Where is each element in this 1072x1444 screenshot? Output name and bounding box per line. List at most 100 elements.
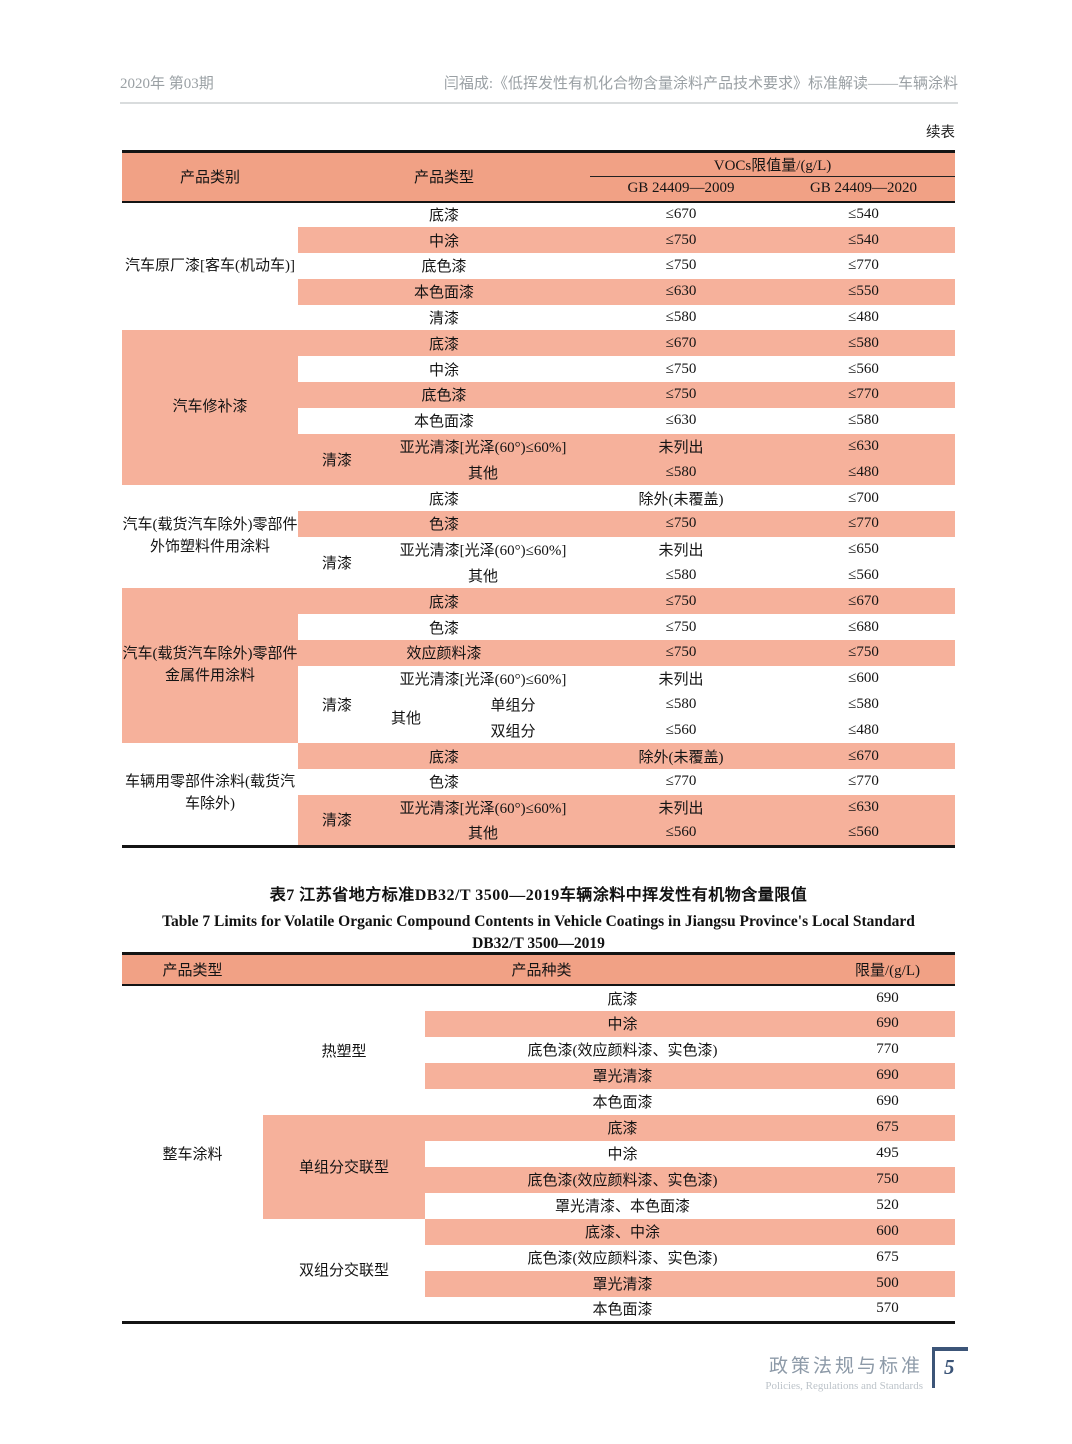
- table-cell: ≤670: [772, 588, 956, 615]
- table-cell: ≤480: [848, 721, 879, 738]
- table-row: 罩光清漆、本色面漆 520: [122, 1193, 955, 1219]
- table-cell: ≤770: [848, 257, 879, 274]
- table-cell: ≤480: [772, 459, 956, 486]
- vocs-table-header: 产品类别 产品类型 VOCs限值量/(g/L) GB 24409—2009 GB…: [122, 151, 956, 202]
- page-number: 5: [944, 1355, 955, 1379]
- table-row: 其他 单组分 ≤580 ≤580: [122, 692, 955, 727]
- table-row: 其他 ≤560 ≤560: [122, 820, 956, 847]
- table-cell: ≤580: [848, 696, 879, 713]
- table-cell: 500: [820, 1270, 956, 1297]
- table7-caption: 表7 江苏省地方标准DB32/T 3500—2019车辆涂料中挥发性有机物含量限…: [122, 881, 955, 956]
- table-row: 罩光清漆 690: [122, 1062, 956, 1089]
- table-cell: 双组分交联型: [298, 1263, 389, 1280]
- table7-body: 整车涂料 热塑型 底漆 690 中涂 690 底色漆(效应颜料漆、实色漆) 770 罩光清漆 69…: [122, 985, 956, 1323]
- table-row: 清漆 亚光清漆[光泽(60°)≤60%] 未列出 ≤630: [122, 433, 956, 486]
- table-header-row: GB 24409—2009 GB 24409—2020: [122, 176, 956, 202]
- table-cell: 罩光清漆: [425, 1270, 821, 1297]
- table-cell: 罩光清漆: [425, 1062, 821, 1089]
- table-cell: 色漆: [429, 775, 460, 792]
- table-cell: 本色面漆: [414, 414, 475, 431]
- running-head: 2020年 第03期 闫福成:《低挥发性有机化合物含量涂料产品技术要求》标准解读…: [120, 72, 958, 104]
- table-row: 清漆 ≤580 ≤480: [122, 305, 955, 331]
- table-cell: ≤770: [848, 773, 879, 790]
- table-cell: 整车涂料: [162, 1146, 223, 1163]
- table-cell: ≤750: [590, 227, 773, 254]
- table-cell: 中涂: [607, 1147, 638, 1163]
- table-cell: 单组分交联型: [263, 1114, 425, 1219]
- table-row: 单组分交联型 底漆 675: [122, 1114, 956, 1219]
- table-cell: 675: [876, 1249, 899, 1265]
- footer-section-title: 政策法规与标准 Policies, Regulations and Standa…: [765, 1351, 923, 1392]
- table-cell: ≤630: [772, 794, 956, 821]
- table-cell: ≤630: [772, 433, 956, 460]
- issue-label: 2020年 第03期: [120, 76, 214, 92]
- table-row: 其他 ≤580 ≤480: [122, 459, 956, 486]
- table-cell: 其他: [468, 569, 499, 586]
- header-product-type: 产品类型: [122, 953, 263, 985]
- header-category: 产品类别: [122, 151, 298, 202]
- table-cell: 未列出: [658, 543, 704, 560]
- table-row: 汽车(载货汽车除外)零部件金属件用涂料 底漆 ≤750 ≤670: [122, 588, 956, 744]
- table-cell: 底色漆(效应颜料漆、实色漆): [527, 1251, 718, 1267]
- vocs-limits-table: 产品类别 产品类型 VOCs限值量/(g/L) GB 24409—2009 GB…: [122, 150, 956, 848]
- table7-caption-en-line1: Table 7 Limits for Volatile Organic Comp…: [162, 913, 915, 930]
- table-cell: 未列出: [590, 794, 773, 821]
- table-cell: 690: [876, 1093, 899, 1109]
- table-cell: ≤580: [590, 459, 773, 486]
- table-row: 底色漆(效应颜料漆、实色漆) 675: [122, 1245, 955, 1271]
- table-cell: 清漆: [298, 794, 376, 847]
- table-cell: 底色漆(效应颜料漆、实色漆): [527, 1043, 718, 1059]
- table-row: 清漆 亚光清漆[光泽(60°)≤60%] 未列出 ≤630: [122, 794, 956, 847]
- header-vocs: VOCs限值量/(g/L): [590, 151, 956, 177]
- table-cell: 其他: [376, 820, 591, 847]
- table-cell: ≤750: [772, 640, 956, 666]
- table-row: 双组分交联型 底漆、中涂 600: [122, 1218, 956, 1279]
- table-cell: 热塑型: [321, 1043, 367, 1060]
- table-cell: ≤750: [665, 360, 697, 377]
- table-cell: 底漆: [429, 491, 460, 508]
- table-cell: 中涂: [298, 227, 591, 254]
- table-cell: 双组分: [490, 723, 536, 740]
- table-row: 整车涂料 热塑型 底漆 690: [122, 985, 955, 1163]
- table-cell: ≤540: [848, 206, 879, 223]
- table-row: 底色漆 ≤750 ≤770: [122, 253, 955, 279]
- table-cell: 中涂: [425, 1010, 821, 1037]
- table-cell: 汽车原厂漆[客车(机动车)]: [125, 257, 295, 274]
- table-cell: 底漆: [298, 330, 591, 357]
- article-title: 闫福成:《低挥发性有机化合物含量涂料产品技术要求》标准解读——车辆涂料: [443, 76, 958, 92]
- table-row: 效应颜料漆 ≤750 ≤750: [122, 640, 956, 666]
- table-cell: ≤750: [665, 257, 697, 274]
- table-cell: 600: [820, 1218, 956, 1245]
- table-cell: 亚光清漆[光泽(60°)≤60%]: [399, 672, 567, 689]
- table-cell: 底色漆: [421, 259, 467, 276]
- table-cell: ≤670: [772, 743, 956, 770]
- table-cell: 底漆: [298, 743, 591, 770]
- table-header-row: 产品类别 产品类型 VOCs限值量/(g/L): [122, 151, 956, 202]
- table-cell: ≤750: [590, 640, 773, 666]
- table7-caption-zh: 表7 江苏省地方标准DB32/T 3500—2019车辆涂料中挥发性有机物含量限…: [269, 887, 808, 904]
- table-cell: 清漆: [321, 556, 352, 573]
- table-row: 底色漆(效应颜料漆、实色漆) 770: [122, 1037, 955, 1063]
- table-cell: 690: [876, 989, 899, 1006]
- table-cell: 底色漆: [298, 382, 591, 408]
- table-cell: ≤560: [590, 820, 773, 847]
- table-cell: ≤750: [590, 511, 773, 537]
- table-cell: 750: [820, 1166, 956, 1193]
- table-cell: ≤700: [848, 489, 879, 506]
- table-cell: ≤670: [590, 330, 773, 357]
- table-cell: 汽车修补漆: [122, 330, 298, 486]
- table-cell: 车辆用零部件涂料(载货汽车除外): [125, 774, 295, 813]
- table-row: 汽车(载货汽车除外)零部件外饰塑料件用涂料 底漆 除外(未覆盖) ≤700: [122, 485, 955, 555]
- table-cell: ≤580: [848, 412, 879, 429]
- table-cell: ≤580: [665, 309, 697, 326]
- table-row: 中涂 690: [122, 1010, 956, 1037]
- table-cell: 亚光清漆[光泽(60°)≤60%]: [376, 794, 591, 821]
- table-cell: 675: [820, 1114, 956, 1141]
- table-cell: ≤540: [772, 227, 956, 254]
- table-row: 罩光清漆 500: [122, 1270, 956, 1297]
- table-row: 色漆 ≤750 ≤680: [122, 614, 955, 640]
- table-cell: ≤630: [590, 278, 773, 305]
- table-cell: 本色面漆: [592, 1095, 653, 1111]
- table-cell: 除外(未覆盖): [638, 491, 724, 508]
